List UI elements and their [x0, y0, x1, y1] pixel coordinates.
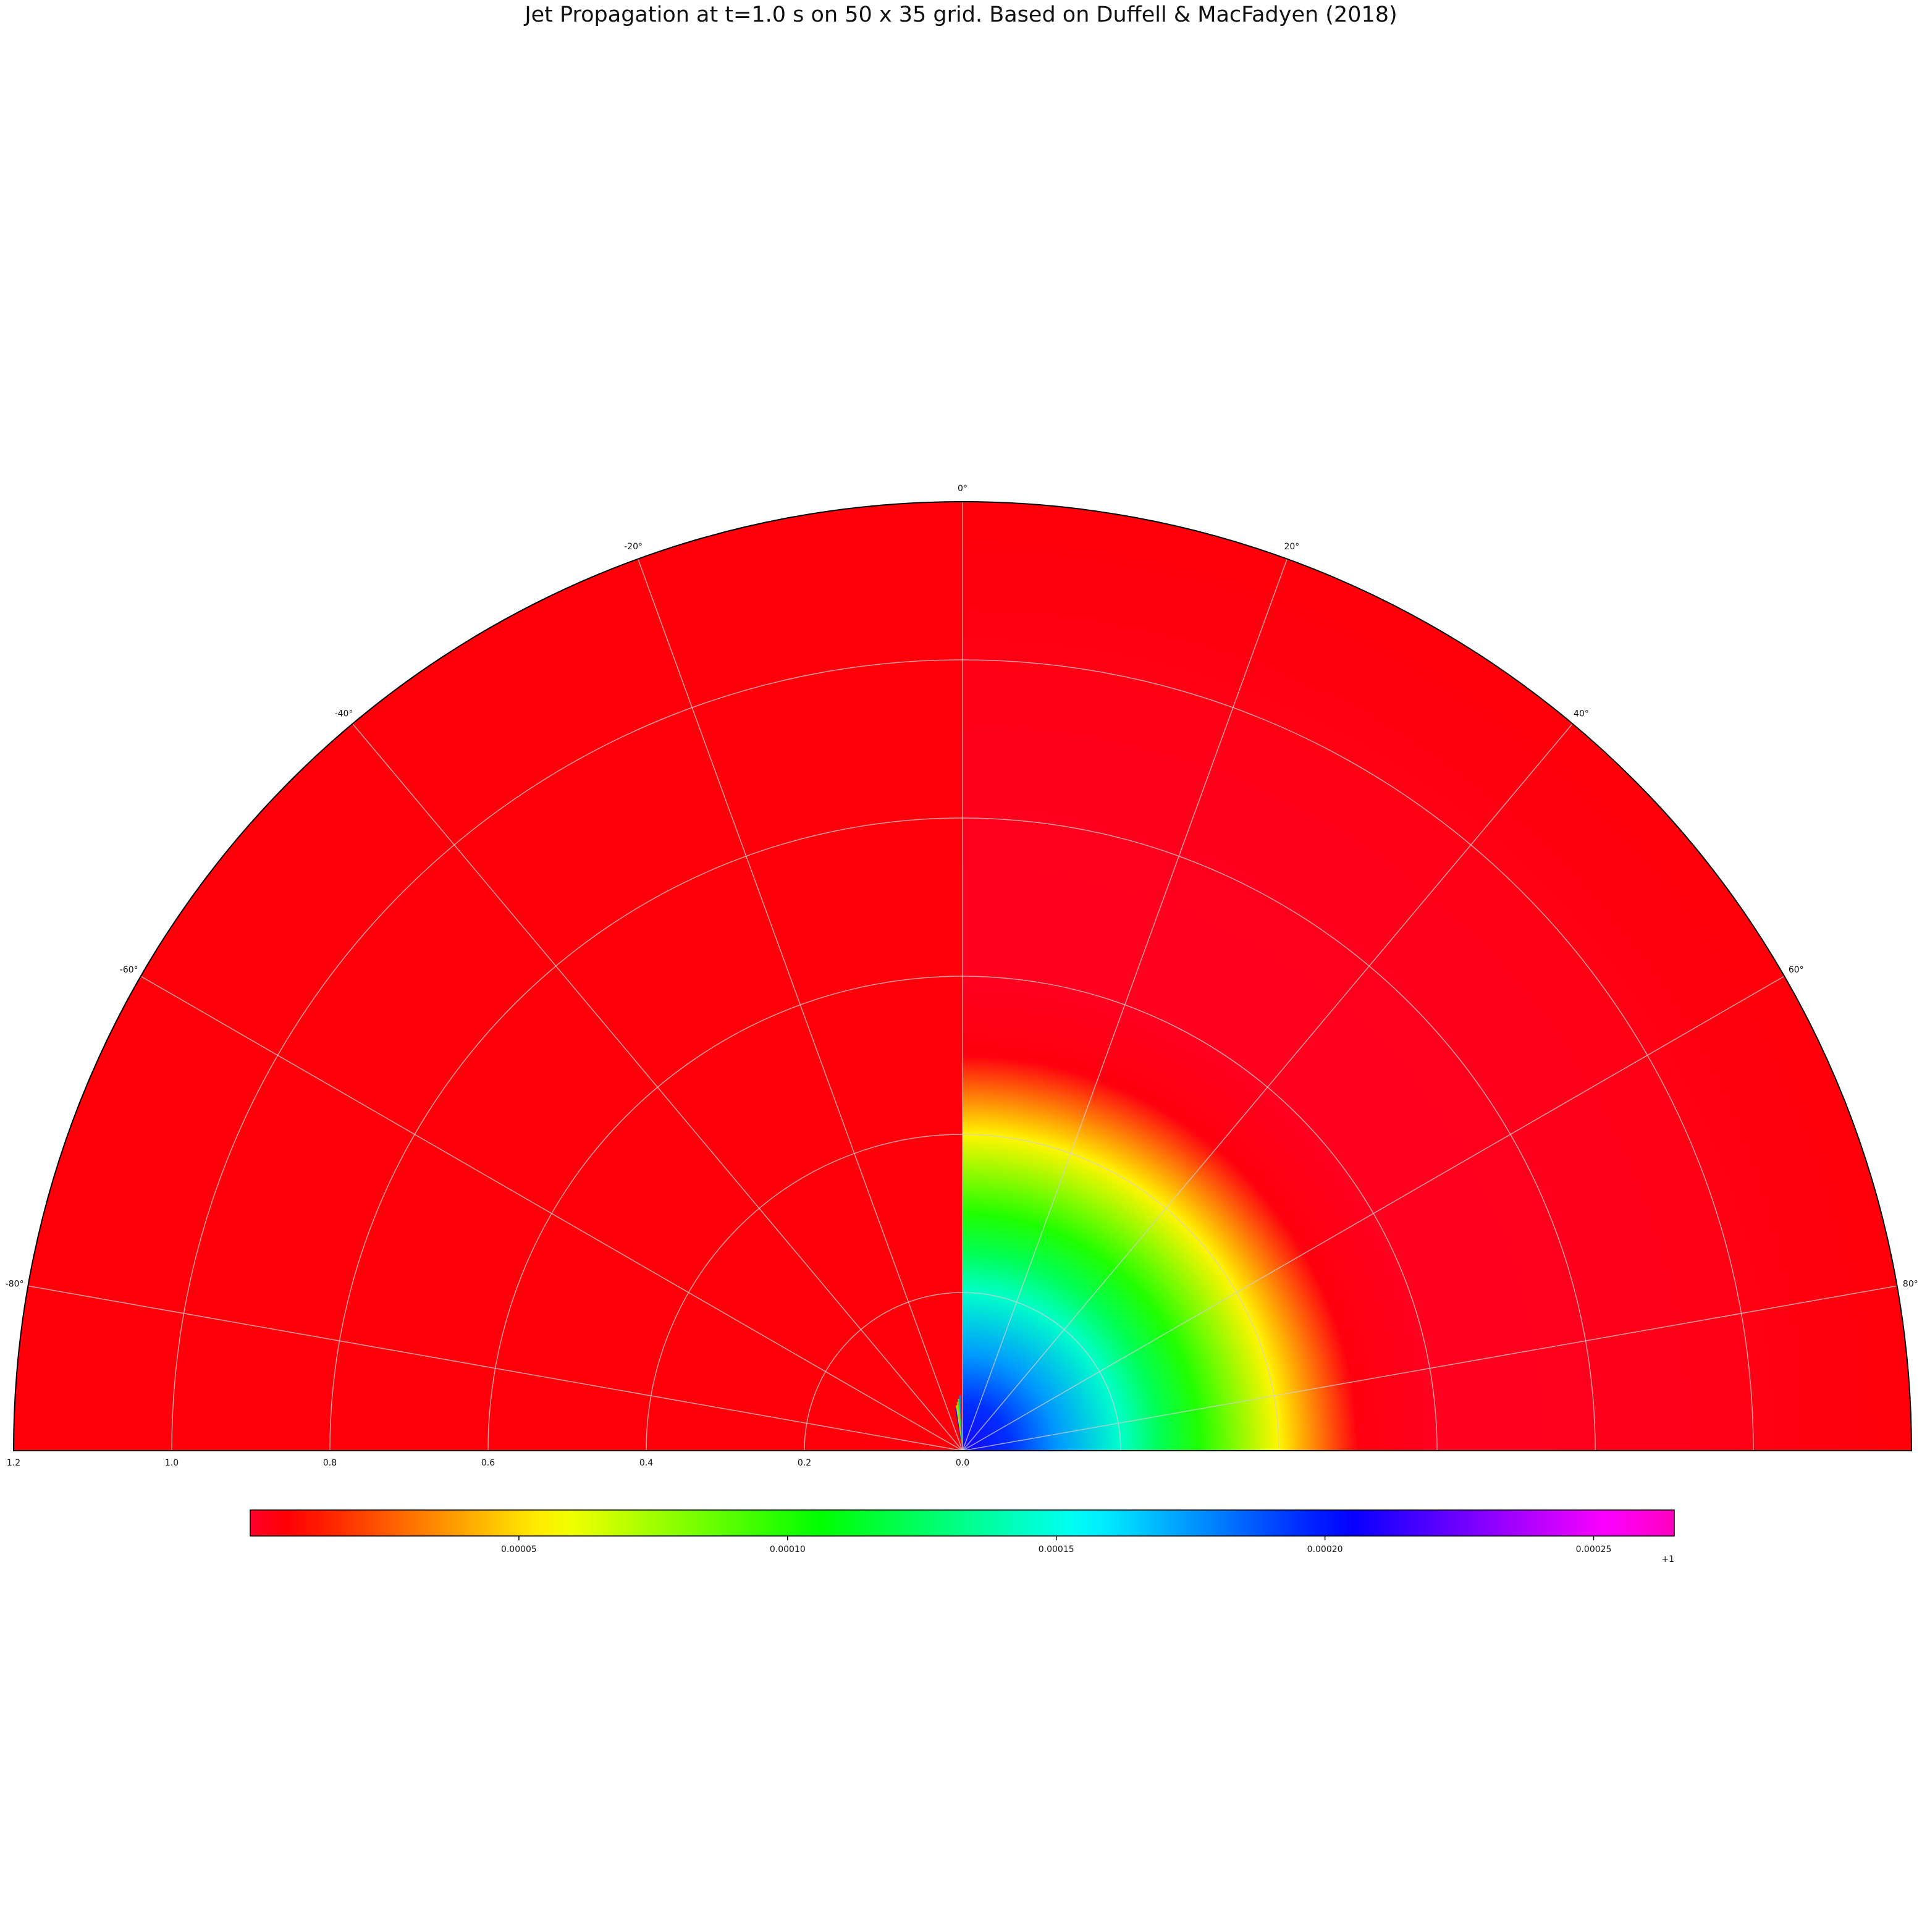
- jet-nozzle-wedge: [959, 1395, 963, 1451]
- colorbar-tick-label: 0.00010: [770, 1545, 806, 1554]
- colorbar-tick-label: 0.00020: [1307, 1545, 1343, 1554]
- theta-gridline: [140, 976, 963, 1451]
- theta-gridline: [637, 559, 963, 1451]
- theta-tick-label: 20°: [1284, 542, 1299, 552]
- r-tick-label: 1.2: [7, 1458, 20, 1468]
- r-tick-labels: 1.2 1.0 0.8 0.6 0.4 0.2 0.0: [7, 1458, 969, 1468]
- jet-nozzle-wedge: [955, 1408, 963, 1451]
- right-half-region: [963, 502, 1911, 1451]
- theta-tick-label: 80°: [1903, 1279, 1918, 1289]
- colorbar-tick-label: 0.00025: [1576, 1545, 1612, 1554]
- plot-outline: [12, 501, 1913, 1451]
- r-tick-label: 1.0: [165, 1458, 179, 1468]
- theta-gridline: [352, 723, 963, 1451]
- r-tick-label: 0.6: [481, 1458, 495, 1468]
- theta-tick-label: -20°: [624, 542, 643, 552]
- r-tick-label: 0.0: [956, 1458, 969, 1468]
- colorbar-tick-label: 0.00005: [501, 1545, 537, 1554]
- colorbar-tick-label: 0.00015: [1039, 1545, 1074, 1554]
- theta-tick-label: 0°: [958, 484, 967, 494]
- theta-tick-label: -60°: [120, 965, 138, 975]
- theta-gridline: [962, 723, 1573, 1451]
- jet-nozzle-wedge: [958, 1398, 963, 1451]
- theta-tick-label: -80°: [6, 1279, 24, 1289]
- theta-gridline: [962, 1285, 1897, 1451]
- jet-nozzle-wedge: [956, 1401, 963, 1451]
- chart-title: Jet Propagation at t=1.0 s on 50 x 35 gr…: [525, 2, 1397, 27]
- jet-nozzle-artifact: [955, 1395, 963, 1451]
- left-half-region: [14, 502, 963, 1451]
- theta-tick-label: -40°: [335, 709, 353, 719]
- r-tick-label: 0.4: [639, 1458, 653, 1468]
- colorbar: 0.00005 0.00010 0.00015 0.00020 0.00025 +1: [250, 1509, 1675, 1564]
- theta-tick-labels: -80° -60° -40° -20° 0° 20° 40° 60° 80°: [6, 484, 1918, 1289]
- r-tick-label: 0.2: [798, 1458, 811, 1468]
- theta-gridline: [962, 976, 1785, 1451]
- jet-nozzle-wedge: [956, 1405, 963, 1451]
- r-tick-label: 0.8: [323, 1458, 337, 1468]
- polar-grid: [28, 502, 1897, 1451]
- theta-tick-label: 60°: [1789, 965, 1804, 975]
- colorbar-ticks: 0.00005 0.00010 0.00015 0.00020 0.00025: [501, 1536, 1612, 1554]
- colorbar-bar: [250, 1509, 1675, 1537]
- theta-gridline: [28, 1285, 963, 1451]
- colorbar-offset-label: +1: [1661, 1554, 1674, 1564]
- theta-gridline: [962, 559, 1288, 1451]
- plot-area: [12, 501, 1913, 1451]
- theta-tick-label: 40°: [1574, 709, 1589, 719]
